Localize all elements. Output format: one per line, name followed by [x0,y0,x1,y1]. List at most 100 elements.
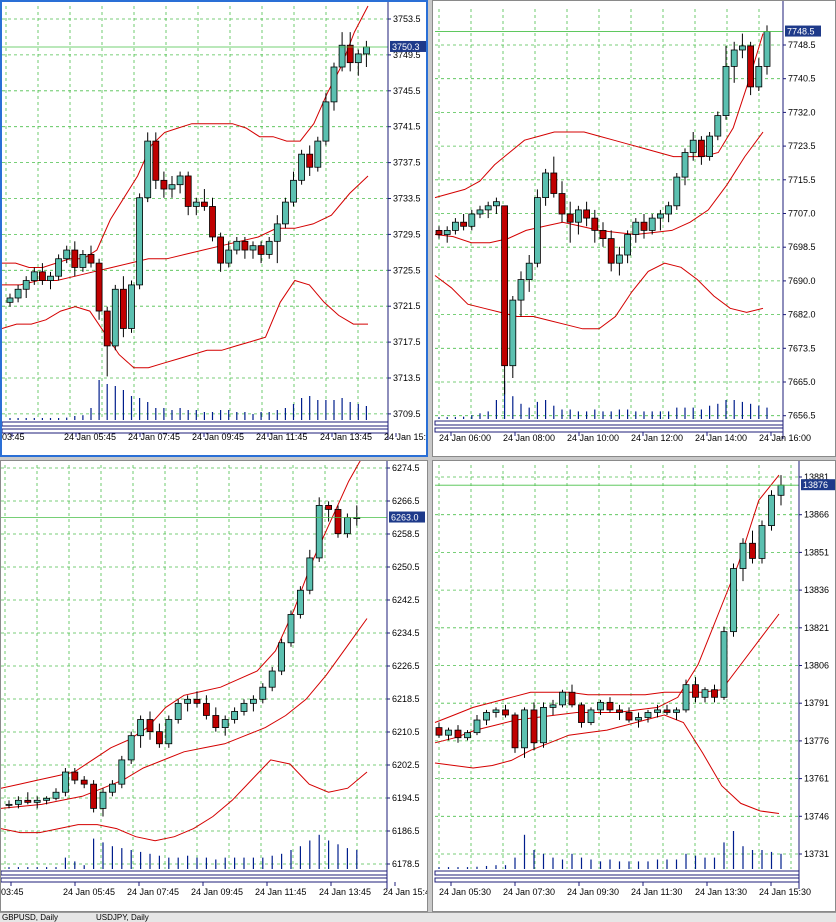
candle-bear [435,229,443,235]
horizontal-scrollbar[interactable] [2,421,389,427]
x-tick-label: 24 Jan 08:00 [503,433,555,443]
candle-bull [231,711,239,720]
price-tag [785,25,821,37]
candle-bear [212,715,220,728]
candle-bull [559,691,566,706]
indicator-strip [2,428,389,434]
candle-bull [673,176,681,207]
x-tick-label: 24 Jan 15:45 [383,887,427,897]
bollinger-lower-band [434,714,780,814]
candle-bull [492,709,500,713]
chart-window-bottom-left[interactable]: 6274.5 6266.5 6258.5 6250.5 6242.5 6234.5 6226… [0,460,428,912]
chart-window-top-right[interactable]: 7748.5 7740.5 7732.0 7723.5 7715.5 7707.0 7698… [432,0,836,457]
candle-bull [30,271,38,281]
y-tick-label: 13746 [804,811,829,821]
candle-bear [71,771,79,781]
candle-bull [681,152,689,178]
x-tick-label: 24 Jan 09:30 [567,887,619,897]
candle-bear [193,698,201,704]
bollinger-lower-band [1,759,368,842]
candle-bull [118,759,126,785]
price-chart[interactable]: 6274.5 6266.5 6258.5 6250.5 6242.5 6234.5 6226… [1,461,427,911]
x-tick-label: 24 Jan 11:45 [255,887,306,897]
candle-bull [296,589,304,615]
horizontal-scrollbar[interactable] [434,420,784,426]
candle-bear [566,213,574,223]
y-tick-label: 7673.5 [788,343,816,353]
candle-bear [95,262,103,312]
candle-bull [281,201,289,225]
y-tick-label: 7723.5 [788,141,816,151]
y-tick-label: 7715.5 [788,175,816,185]
candle-bull [644,712,652,718]
candle-bull [587,709,595,723]
y-tick-label: 7707.0 [788,209,816,219]
candle-bull [714,115,722,137]
y-tick-label: 6186.5 [392,826,420,836]
candle-bull [168,184,176,190]
candle-bull [338,44,346,68]
candle-bull [509,299,517,367]
y-tick-label: 7656.5 [788,411,816,421]
candle-bull [298,153,306,181]
y-tick-label: 13791 [804,698,829,708]
candle-bull [673,709,680,713]
y-tick-label: 3725.5 [393,265,421,275]
candle-bull [128,284,135,329]
x-tick-label: 24 Jan 11:30 [631,887,682,897]
candle-bull [192,201,200,207]
price-chart[interactable]: 7748.5 7740.5 7732.0 7723.5 7715.5 7707.0 7698… [433,1,835,456]
candle-bull [738,45,746,51]
y-tick-label: 6258.5 [392,529,420,539]
price-chart[interactable]: 3753.5 3749.5 3745.5 3741.5 3737.5 3733.5 3729… [2,2,426,455]
price-tag [390,40,426,52]
chart-window-top-left[interactable]: 3753.5 3749.5 3745.5 3741.5 3737.5 3733.5 3729… [0,0,428,457]
horizontal-scrollbar[interactable] [434,870,800,876]
candle-bear [625,712,633,721]
y-tick-label: 6202.5 [392,760,420,770]
candle-bull [221,719,229,728]
candle-bear [71,249,79,268]
candle-bull [549,704,557,708]
candle-bear [24,799,32,803]
candle-bull [615,254,623,264]
y-tick-label: 13836 [804,585,829,595]
candle-bear [241,240,249,251]
candle-bear [501,205,508,367]
x-tick-label: 24 Jan 09:45 [191,887,243,897]
y-tick-label: 3749.5 [393,50,421,60]
candle-bull [79,253,87,268]
y-tick-label: 3709.5 [393,409,421,419]
x-tick-label: 24 Jan 13:30 [695,887,747,897]
y-tick-label: 7690.0 [788,276,816,286]
candle-bull [249,698,257,704]
y-tick-label: 13881 [804,472,829,482]
candle-bull [5,803,13,806]
candle-bull [635,717,642,721]
tab-usdjpy[interactable]: USDJPY, Daily [96,913,149,922]
indicator-strip [434,427,784,433]
x-tick-label: 24 Jan 15:45 [384,432,426,442]
tab-gbpusd[interactable]: GBPUSD, Daily [2,913,59,922]
candle-bull [315,505,323,559]
candle-bull [517,279,525,301]
candle-bear [90,783,97,809]
candle-bull [682,684,690,711]
candle-bull [233,240,241,251]
y-tick-label: 13866 [804,510,829,520]
horizontal-scrollbar[interactable] [1,870,388,876]
indicator-strip [434,877,800,883]
price-chart[interactable]: 13881 13866 13851 13836 13821 13806 13791 13776… [433,461,835,911]
candle-bull [225,249,233,264]
chart-window-bottom-right[interactable]: 13881 13866 13851 13836 13821 13806 13791 13776… [432,460,836,912]
candle-bull [445,729,452,736]
y-tick-label: 6234.5 [392,628,420,638]
candle-bear [217,236,225,264]
y-tick-label: 13731 [804,849,829,859]
candle-bull [99,791,107,809]
x-tick-label: 24 Jan 15:30 [759,887,811,897]
candle-bull [483,712,490,721]
x-tick-label: 24 Jan 12:00 [631,433,683,443]
candle-bull [265,240,273,255]
candle-bear [607,238,615,264]
